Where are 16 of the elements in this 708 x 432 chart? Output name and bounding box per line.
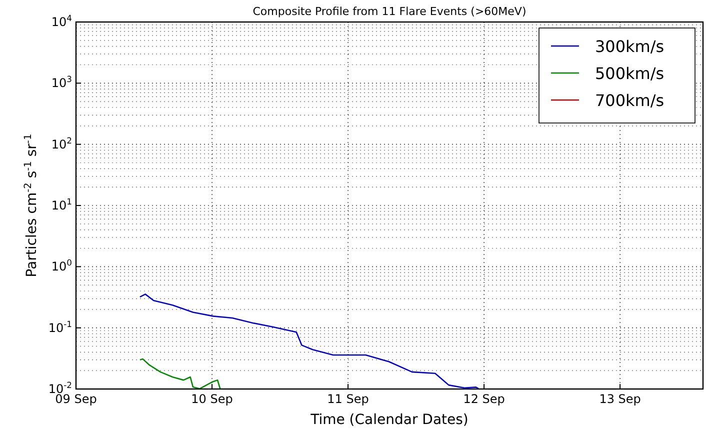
y-tick-label: 10$^{3}$ bbox=[51, 74, 72, 90]
y-tick-label: 10$^{-1}$ bbox=[48, 318, 72, 335]
y-tick-label: 10$^{0}$ bbox=[51, 258, 72, 274]
x-axis-title: Time (Calendar Dates) bbox=[310, 412, 468, 428]
x-tick-label: 09 Sep bbox=[55, 392, 97, 406]
x-tick-label: 13 Sep bbox=[599, 392, 641, 406]
legend-label: 300km/s bbox=[595, 37, 664, 56]
x-tick-label: 11 Sep bbox=[327, 392, 369, 406]
legend-label: 500km/s bbox=[595, 64, 664, 83]
chart-title: Composite Profile from 11 Flare Events (>60MeV) bbox=[252, 5, 526, 18]
y-tick-label: 10$^{2}$ bbox=[51, 135, 72, 152]
x-tick-label: 10 Sep bbox=[191, 392, 233, 406]
y-tick-label: 10$^{1}$ bbox=[51, 196, 72, 212]
x-tick-label: 12 Sep bbox=[463, 392, 505, 406]
y-tick-label: 10$^{4}$ bbox=[51, 13, 72, 29]
legend-label: 700km/s bbox=[595, 91, 664, 110]
